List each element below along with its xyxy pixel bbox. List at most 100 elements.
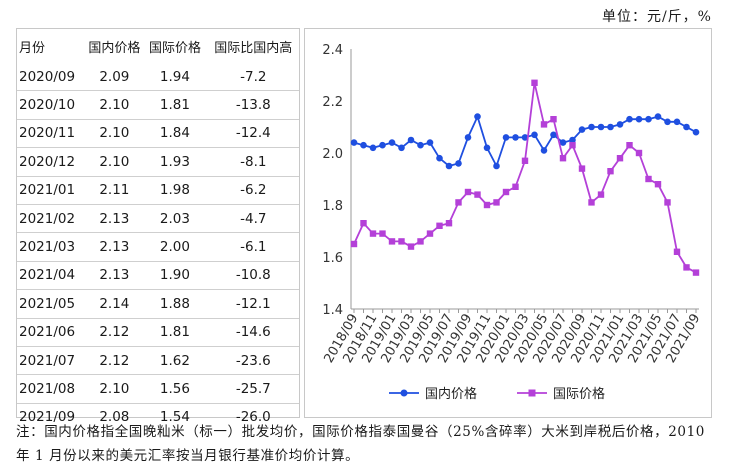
data-point-international: [502, 188, 510, 196]
cell-domestic-price: 2.10: [86, 90, 143, 120]
data-point-international: [521, 157, 529, 164]
data-point-domestic: [360, 141, 367, 149]
cell-price-difference: -23.6: [207, 346, 299, 376]
cell-price-difference: -26.0: [235, 409, 271, 426]
legend-label: 国内价格: [425, 386, 477, 402]
data-point-domestic: [673, 118, 681, 126]
cell-price-difference: -4.7: [207, 204, 299, 234]
cell-month: 2021/02: [17, 204, 87, 234]
data-point-domestic: [369, 144, 377, 152]
cell-price-difference: -25.7: [207, 374, 299, 404]
table-row: 2021/05 2.14 1.88 -12.1: [17, 289, 299, 319]
table-row: 2020/09 2.09 1.94 -7.2: [17, 63, 299, 92]
cell-domestic-price: 2.10: [86, 374, 143, 404]
cell-international-price: 1.94: [142, 63, 208, 92]
y-tick-label: 2.0: [322, 147, 343, 162]
legend-marker-international: [528, 389, 536, 397]
data-point-domestic: [388, 139, 396, 146]
y-tick-label: 1.6: [322, 251, 343, 266]
data-point-international: [350, 240, 358, 248]
table-row: 2021/06 2.12 1.81 -14.6: [17, 318, 299, 347]
legend-marker-domestic: [400, 389, 408, 397]
cell-international-price: 1.81: [142, 90, 208, 120]
data-point-domestic: [426, 139, 434, 146]
table-row: 2021/09 2.08 1.54 -26.0: [17, 403, 299, 431]
data-point-international: [398, 238, 405, 245]
cell-price-difference: -12.4: [207, 119, 299, 149]
cell-price-difference: -14.6: [207, 318, 299, 347]
data-point-international: [588, 199, 595, 206]
cell-domestic-price: 2.10: [86, 119, 143, 149]
cell-price-difference: -6.1: [207, 232, 299, 262]
table-row: 2021/02 2.13 2.03 -4.7: [17, 204, 299, 234]
cell-domestic-price: 2.12: [86, 346, 143, 376]
data-point-domestic: [521, 134, 529, 141]
data-point-domestic: [569, 136, 576, 144]
data-point-domestic: [635, 115, 643, 123]
data-point-domestic: [379, 141, 386, 149]
data-point-domestic: [540, 147, 548, 154]
data-point-international: [635, 149, 643, 157]
price-table: 月份 国内价格 国际价格 国际比国内高 2020/09 2.09 1.94 -7.2 2…: [17, 29, 299, 431]
table-row: 2020/11 2.10 1.84 -12.4: [17, 119, 299, 149]
cell-international-price: 2.03: [142, 204, 208, 234]
table-row: 2021/01 2.11 1.98 -6.2: [17, 176, 299, 205]
data-point-domestic: [607, 123, 614, 131]
data-point-domestic: [464, 134, 472, 141]
cell-domestic-price: 2.12: [86, 318, 143, 347]
data-point-domestic: [597, 123, 605, 131]
table-row: 2020/10 2.10 1.81 -13.8: [17, 90, 299, 120]
data-point-domestic: [692, 128, 700, 136]
data-point-international: [664, 199, 671, 206]
data-point-domestic: [664, 118, 671, 126]
y-tick-label: 1.8: [322, 199, 343, 214]
legend-label: 国际价格: [553, 386, 605, 402]
header-international-price: 国际价格: [148, 40, 201, 56]
cell-price-difference: -10.8: [207, 261, 299, 291]
cell-month: 2021/08: [17, 374, 87, 404]
data-point-domestic: [483, 144, 491, 152]
price-line-chart: 1.41.61.82.02.22.42018/092018/112019/012…: [321, 43, 703, 402]
cell-price-difference: -8.1: [207, 147, 299, 177]
data-point-domestic: [436, 154, 443, 162]
data-point-international: [550, 116, 557, 123]
cell-international-price: 1.54: [159, 409, 190, 426]
cell-international-price: 1.81: [142, 318, 208, 347]
price-table-panel: 月份 国内价格 国际价格 国际比国内高 2020/09 2.09 1.94 -7.2 2…: [16, 28, 300, 425]
data-point-international: [369, 230, 377, 237]
cell-international-price: 1.98: [142, 176, 208, 205]
data-point-international: [607, 168, 614, 175]
data-point-domestic: [645, 115, 652, 123]
cell-month: 2020/09: [17, 63, 87, 92]
data-point-international: [559, 155, 567, 162]
y-tick-label: 2.4: [322, 43, 343, 58]
cell-month: 2020/12: [17, 147, 87, 177]
cell-domestic-price: 2.13: [86, 232, 143, 262]
unit-label: 单位：元/斤，%: [601, 9, 712, 25]
y-tick-label: 1.4: [322, 303, 343, 318]
data-point-domestic: [493, 162, 500, 170]
data-point-international: [540, 121, 548, 128]
cell-international-price: 1.88: [142, 289, 208, 319]
data-point-international: [569, 142, 576, 149]
cell-domestic-price: 2.08: [99, 409, 130, 426]
data-point-international: [597, 191, 605, 198]
data-point-international: [692, 269, 700, 276]
cell-international-price: 1.56: [142, 374, 208, 404]
y-tick-label: 2.2: [322, 95, 343, 110]
data-point-domestic: [474, 113, 481, 120]
cell-month: 2021/04: [17, 261, 87, 291]
header-price-difference: 国际比国内高: [214, 40, 293, 56]
data-point-domestic: [626, 115, 633, 123]
chart-panel: 1.4 1.6 1.8 2.0 2.2 2.4 2018/09 2018/11 2019/01 2…: [304, 28, 712, 418]
cell-price-difference: -7.2: [207, 63, 299, 92]
data-point-international: [654, 181, 662, 188]
data-point-international: [578, 165, 586, 172]
cell-month: 2021/09: [19, 409, 76, 426]
series-line-international: [353, 82, 697, 274]
data-point-international: [645, 175, 652, 183]
cell-month: 2020/10: [17, 90, 87, 120]
table-body: 2020/09 2.09 1.94 -7.2 2020/10 2.10 1.81 -13.8 2…: [17, 63, 299, 431]
data-point-domestic: [512, 134, 519, 141]
table-row: 2021/07 2.12 1.62 -23.6: [17, 346, 299, 376]
